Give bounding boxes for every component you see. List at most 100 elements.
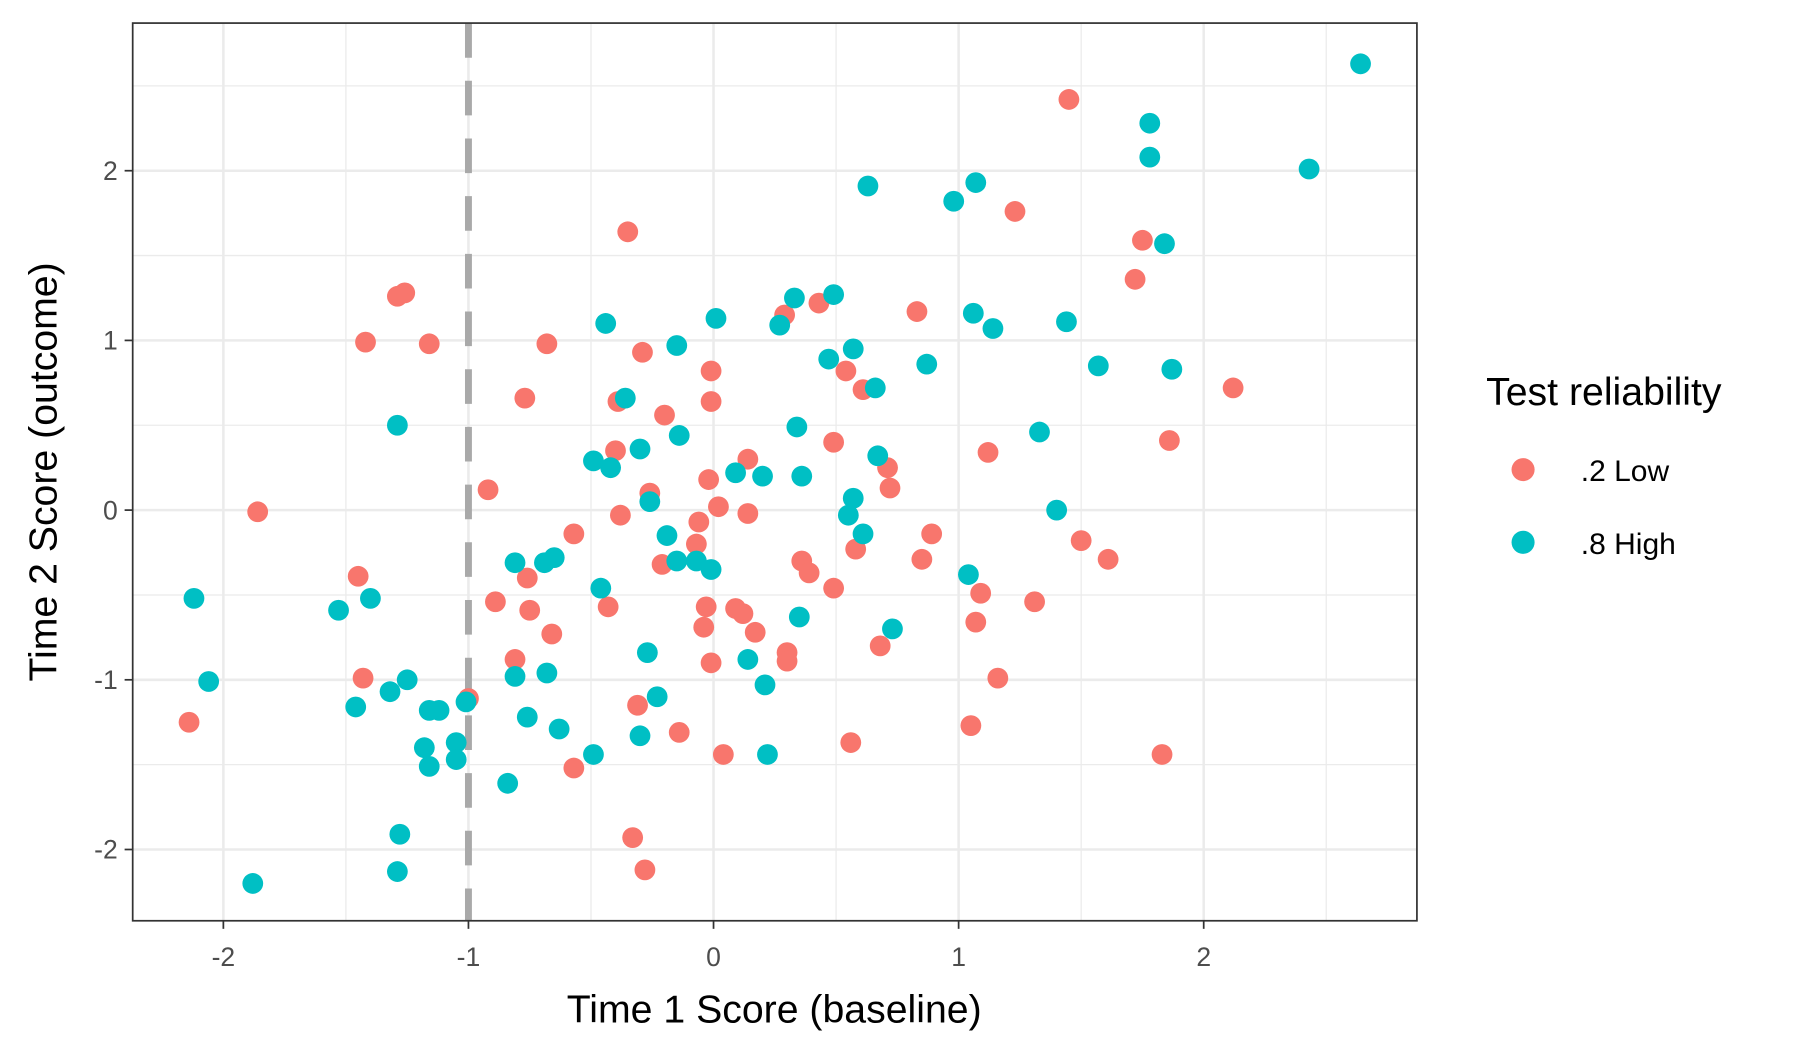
y-tick-label: 1 bbox=[103, 326, 118, 356]
data-point bbox=[879, 477, 901, 499]
data-point bbox=[597, 596, 619, 618]
data-point bbox=[1161, 358, 1183, 380]
data-point bbox=[595, 313, 617, 334]
data-point bbox=[752, 465, 773, 487]
data-point bbox=[516, 567, 538, 589]
legend: Test reliability .2 Low .8 High bbox=[1486, 370, 1722, 561]
data-point bbox=[1058, 89, 1080, 110]
legend-label-low: .2 Low bbox=[1581, 455, 1670, 488]
data-point bbox=[178, 711, 200, 733]
data-point bbox=[911, 548, 933, 570]
data-point bbox=[646, 686, 668, 708]
data-point bbox=[1070, 530, 1092, 552]
data-point bbox=[504, 552, 526, 574]
data-point bbox=[906, 301, 928, 322]
data-point bbox=[962, 302, 984, 324]
data-point bbox=[668, 722, 690, 743]
data-point bbox=[666, 335, 688, 356]
data-point bbox=[516, 706, 538, 728]
x-tick-label: 0 bbox=[706, 942, 721, 972]
plot-panel-border bbox=[131, 22, 1418, 922]
data-points bbox=[178, 53, 1371, 894]
grid-lines bbox=[132, 23, 1417, 921]
data-point bbox=[352, 667, 374, 689]
data-point bbox=[725, 462, 746, 484]
data-point bbox=[1132, 229, 1153, 251]
data-point bbox=[1298, 158, 1320, 180]
data-point bbox=[864, 377, 886, 399]
data-point bbox=[668, 425, 690, 446]
data-point bbox=[654, 404, 675, 426]
y-tick-label: -2 bbox=[94, 835, 118, 865]
data-point bbox=[791, 465, 813, 487]
x-tick-label: 1 bbox=[951, 942, 966, 972]
data-point bbox=[1159, 430, 1180, 451]
data-point bbox=[823, 284, 845, 305]
data-point bbox=[536, 333, 558, 355]
data-point bbox=[590, 577, 612, 599]
data-point bbox=[656, 525, 678, 546]
data-point bbox=[183, 587, 205, 609]
data-point bbox=[347, 565, 369, 587]
y-tick-label: 0 bbox=[103, 495, 118, 525]
data-point bbox=[519, 599, 541, 621]
data-point bbox=[428, 699, 450, 721]
data-point bbox=[788, 606, 810, 628]
data-point bbox=[737, 649, 759, 670]
data-point bbox=[610, 504, 631, 526]
data-point bbox=[536, 662, 558, 684]
data-point bbox=[1151, 744, 1173, 765]
data-point bbox=[732, 603, 754, 625]
data-point bbox=[744, 621, 766, 643]
data-point bbox=[737, 448, 759, 470]
data-point bbox=[818, 348, 840, 370]
data-point bbox=[379, 681, 401, 703]
data-point bbox=[965, 611, 987, 633]
y-tick-label: -1 bbox=[94, 665, 118, 695]
data-point bbox=[639, 491, 661, 513]
data-point bbox=[1222, 377, 1244, 399]
data-point bbox=[634, 859, 656, 881]
data-point bbox=[617, 221, 639, 243]
x-tick-label: -1 bbox=[457, 942, 481, 972]
data-point bbox=[1154, 233, 1175, 255]
data-point bbox=[583, 450, 604, 472]
data-point bbox=[852, 523, 874, 545]
data-point bbox=[688, 511, 710, 533]
data-point bbox=[823, 577, 845, 599]
data-point bbox=[882, 618, 903, 640]
data-point bbox=[700, 391, 722, 412]
data-point bbox=[700, 652, 722, 674]
data-point bbox=[445, 732, 467, 753]
data-point bbox=[700, 360, 722, 382]
data-point bbox=[823, 431, 845, 453]
data-point bbox=[386, 861, 408, 882]
data-point bbox=[563, 757, 585, 779]
data-point bbox=[784, 287, 805, 309]
data-point bbox=[708, 496, 729, 518]
data-point bbox=[1139, 146, 1161, 168]
legend-key-high bbox=[1511, 530, 1535, 554]
data-point bbox=[737, 503, 759, 524]
data-point bbox=[632, 341, 653, 363]
data-point bbox=[504, 666, 526, 687]
data-point bbox=[627, 694, 648, 716]
x-axis-title: Time 1 Score (baseline) bbox=[567, 987, 982, 1031]
data-point bbox=[1097, 548, 1119, 570]
data-point bbox=[857, 175, 879, 197]
data-point bbox=[477, 479, 499, 501]
legend-key-low bbox=[1511, 458, 1535, 482]
y-axis-ticks: -2 -1 0 1 2 bbox=[94, 156, 133, 865]
data-point bbox=[360, 587, 381, 609]
x-tick-label: -2 bbox=[212, 942, 236, 972]
data-point bbox=[497, 772, 519, 794]
data-point bbox=[485, 591, 506, 613]
data-point bbox=[776, 650, 798, 672]
data-point bbox=[345, 696, 367, 718]
data-point bbox=[705, 307, 727, 329]
data-point bbox=[869, 635, 891, 657]
data-point bbox=[386, 414, 408, 436]
x-axis-ticks: -2 -1 0 1 2 bbox=[212, 920, 1211, 972]
data-point bbox=[563, 523, 585, 545]
